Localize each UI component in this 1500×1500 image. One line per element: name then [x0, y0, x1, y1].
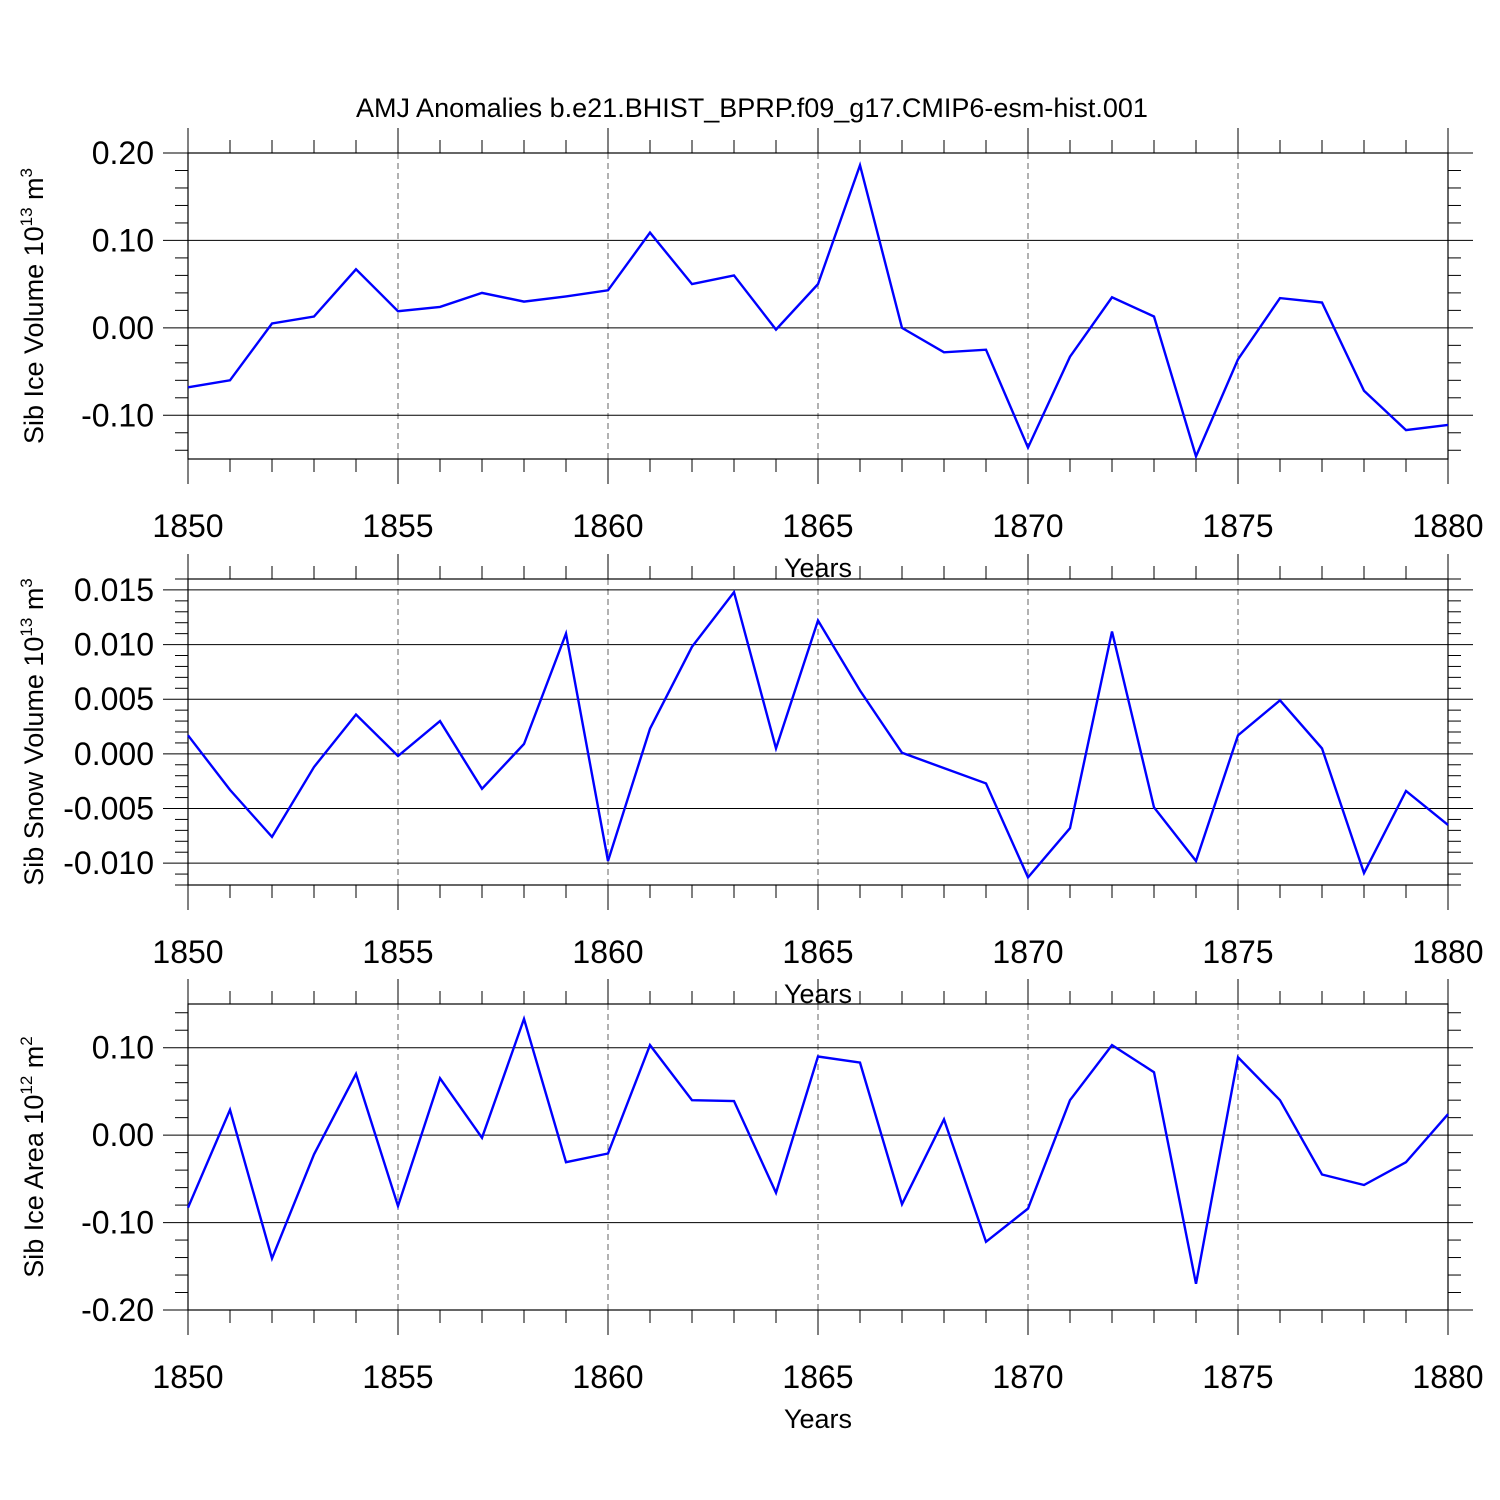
y-axis-label: Sib Ice Area 1012 m2 [17, 1036, 49, 1278]
figure-title: AMJ Anomalies b.e21.BHIST_BPRP.f09_g17.C… [356, 93, 1148, 123]
x-tick-label: 1865 [782, 934, 853, 970]
x-tick-label: 1870 [992, 1359, 1063, 1395]
plot-frame [187, 578, 1449, 886]
y-tick-label: 0.20 [92, 135, 154, 171]
y-tick-label: -0.005 [63, 791, 154, 827]
plot-frame [187, 1003, 1449, 1311]
x-tick-label: 1870 [992, 508, 1063, 544]
plot-frame [187, 152, 1449, 460]
x-tick-label: 1860 [572, 508, 643, 544]
x-tick-label: 1865 [782, 508, 853, 544]
data-line [186, 1014, 1449, 1285]
x-tick-label: 1880 [1412, 1359, 1483, 1395]
y-tick-label: -0.010 [63, 845, 154, 881]
panel-snow-volume: 0.015 0.010 0.005 0.000 -0.005 -0.010 1850 1855… [17, 554, 1484, 1009]
panel-ice-area: 0.10 0.00 -0.10 -0.20 1850 1855 1860 1865 1870 18… [17, 979, 1484, 1434]
y-axis-label: Sib Ice Volume 1013 m3 [17, 168, 49, 444]
data-line [187, 161, 1449, 460]
y-tick-label: 0.10 [92, 222, 154, 258]
panel-ice-volume: 0.20 0.10 0.00 -0.10 1850 1855 1860 1865 1870 187… [17, 128, 1484, 583]
x-tick-label: 1850 [152, 1359, 223, 1395]
x-tick-label: 1850 [152, 508, 223, 544]
y-tick-label: -0.10 [81, 397, 154, 433]
y-tick-label: 0.015 [74, 572, 154, 608]
x-tick-label: 1855 [362, 508, 433, 544]
x-tick-label: 1850 [152, 934, 223, 970]
y-axis-label: Sib Snow Volume 1013 m3 [17, 578, 49, 886]
y-tick-label: 0.000 [74, 736, 154, 772]
y-tick-label: 0.00 [92, 1117, 154, 1153]
x-tick-label: 1855 [362, 1359, 433, 1395]
x-tick-label: 1880 [1412, 934, 1483, 970]
y-tick-label: -0.20 [81, 1292, 154, 1328]
data-line [187, 589, 1449, 880]
x-tick-label: 1875 [1202, 508, 1273, 544]
x-tick-label: 1865 [782, 1359, 853, 1395]
y-tick-label: 0.00 [92, 310, 154, 346]
x-tick-label: 1860 [572, 1359, 643, 1395]
x-tick-label: 1870 [992, 934, 1063, 970]
x-tick-label: 1875 [1202, 1359, 1273, 1395]
y-tick-label: 0.10 [92, 1030, 154, 1066]
y-tick-label: -0.10 [81, 1205, 154, 1241]
x-axis-label: Years [784, 1404, 852, 1434]
x-tick-label: 1860 [572, 934, 643, 970]
y-tick-label: 0.010 [74, 627, 154, 663]
y-tick-label: 0.005 [74, 681, 154, 717]
x-tick-label: 1880 [1412, 508, 1483, 544]
x-tick-label: 1875 [1202, 934, 1273, 970]
x-tick-label: 1855 [362, 934, 433, 970]
